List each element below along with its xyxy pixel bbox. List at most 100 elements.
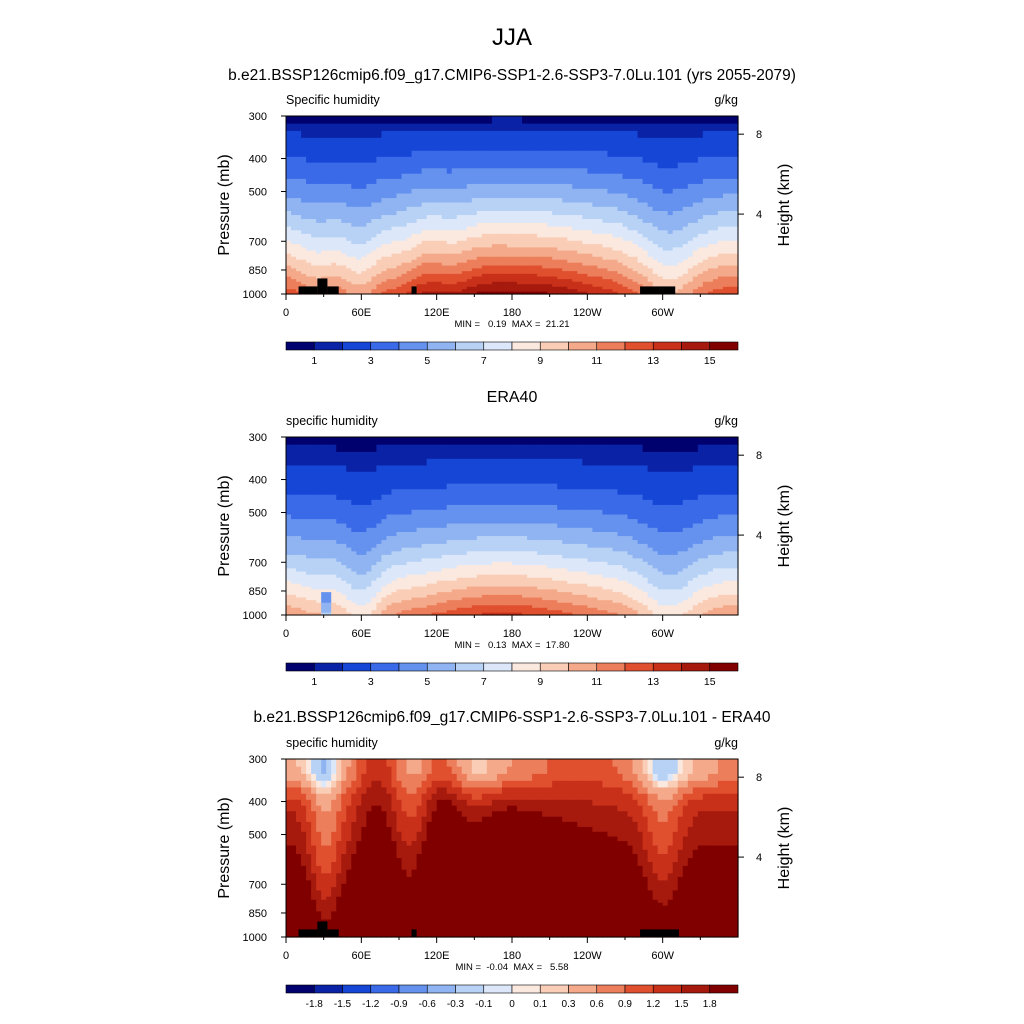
contour-cell <box>527 123 533 132</box>
contour-cell <box>602 215 609 220</box>
contour-cell <box>406 247 413 252</box>
contour-cell <box>727 471 734 479</box>
contour-cell <box>512 437 518 446</box>
contour-cell <box>667 233 674 238</box>
contour-cell <box>697 262 704 267</box>
contour-cell <box>667 240 674 245</box>
contour-cell <box>717 256 724 261</box>
contour-cell <box>512 168 518 175</box>
contour-cell <box>361 291 367 295</box>
contour-cell <box>451 465 458 473</box>
contour-cell <box>732 471 739 479</box>
contour-cell <box>371 162 377 169</box>
contour-cell <box>707 268 714 272</box>
contour-cell <box>672 250 679 255</box>
contour-cell <box>672 173 679 180</box>
contour-cell <box>396 130 403 139</box>
contour-cell <box>532 173 538 180</box>
contour-cell <box>361 489 367 496</box>
contour-cell <box>381 284 388 288</box>
contour-cell <box>697 137 704 146</box>
contour-cell <box>336 162 342 169</box>
contour-cell <box>527 156 533 164</box>
contour-cell <box>572 202 578 208</box>
contour-cell <box>461 253 468 258</box>
contour-cell <box>552 233 558 238</box>
contour-cell <box>406 219 413 224</box>
contour-cell <box>366 262 372 267</box>
contour-cell <box>707 451 714 460</box>
contour-cell <box>491 451 498 460</box>
contour-cell <box>567 259 573 264</box>
contour-cell <box>732 279 739 283</box>
contour-cell <box>567 211 573 216</box>
contour-cell <box>506 265 513 269</box>
contour-cell <box>572 253 578 258</box>
contour-cell <box>381 437 388 446</box>
contour-cell <box>577 489 583 496</box>
contour-cell <box>682 259 689 264</box>
contour-cell <box>451 458 458 467</box>
contour-cell <box>587 437 593 446</box>
contour-cell <box>542 215 548 220</box>
contour-cell <box>481 211 488 216</box>
contour-cell <box>627 222 634 228</box>
contour-cell <box>517 444 523 453</box>
contour-cell <box>361 279 367 283</box>
contour-cell <box>532 281 538 285</box>
contour-cell <box>547 144 553 152</box>
contour-cell <box>431 271 438 275</box>
contour-cell <box>532 451 538 460</box>
contour-cell <box>592 284 598 288</box>
contour-cell <box>562 144 568 152</box>
contour-cell <box>361 494 367 501</box>
contour-cell <box>341 202 347 208</box>
contour-cell <box>366 188 372 195</box>
contour-cell <box>501 284 508 288</box>
contour-cell <box>366 183 372 190</box>
contour-cell <box>627 183 634 190</box>
contour-cell <box>471 247 478 252</box>
contour-cell <box>476 156 483 164</box>
contour-cell <box>426 130 433 139</box>
contour-cell <box>542 437 548 446</box>
contour-cell <box>446 168 453 175</box>
contour-cell <box>527 451 533 460</box>
contour-cell <box>602 289 609 293</box>
contour-cell <box>572 265 578 269</box>
contour-cell <box>351 273 357 278</box>
contour-cell <box>406 250 413 255</box>
contour-cell <box>552 173 558 180</box>
contour-cell <box>361 244 367 248</box>
contour-cell <box>557 465 563 473</box>
contour-cell <box>346 276 352 280</box>
contour-cell <box>351 116 357 125</box>
contour-cell <box>501 198 508 204</box>
contour-cell <box>617 206 624 212</box>
contour-cell <box>667 281 674 285</box>
contour-cell <box>291 465 297 473</box>
contour-cell <box>652 483 659 490</box>
contour-cell <box>722 123 729 132</box>
contour-cell <box>301 130 307 139</box>
contour-cell <box>371 273 377 278</box>
contour-cell <box>306 499 312 506</box>
contour-cell <box>552 256 558 261</box>
contour-cell <box>537 444 543 453</box>
contour-cell <box>637 198 644 204</box>
contour-cell <box>421 250 428 255</box>
contour-cell <box>296 259 302 264</box>
contour-cell <box>311 188 317 195</box>
contour-cell <box>486 193 493 199</box>
contour-cell <box>486 477 493 485</box>
colorbar: 1 3 5 7 9 11 13 15 <box>285 341 739 367</box>
contour-cell <box>692 116 699 125</box>
contour-cell <box>542 265 548 269</box>
contour-cell <box>451 483 458 490</box>
contour-cell <box>562 250 568 255</box>
contour-cell <box>647 262 654 267</box>
contour-cell <box>707 206 714 212</box>
contour-cell <box>642 276 649 280</box>
contour-cell <box>627 168 634 175</box>
contour-cell <box>597 444 603 453</box>
